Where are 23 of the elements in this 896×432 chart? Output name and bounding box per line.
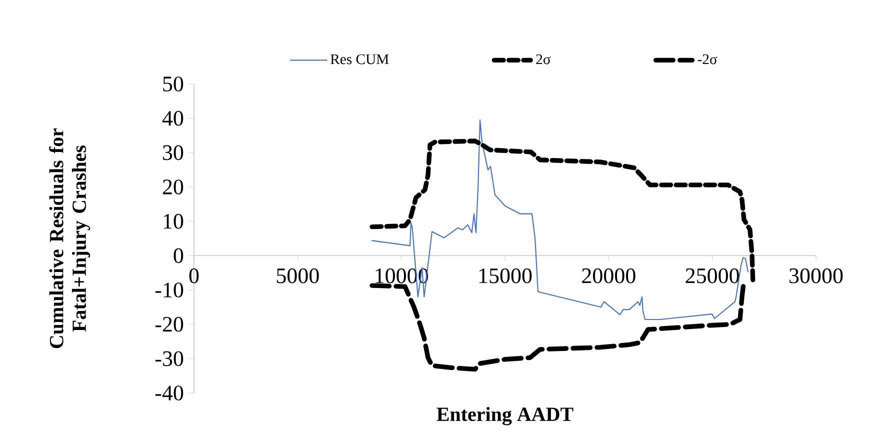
x-tick-label: 5000	[276, 268, 319, 284]
legend-label: Res CUM	[330, 54, 389, 64]
x-tick-label: 15000	[479, 268, 532, 284]
x-tick-label: 20000	[582, 268, 636, 284]
y-tick-label: -40	[155, 386, 184, 400]
x-tick-label: 30000	[790, 268, 843, 284]
y-tick-label: -20	[155, 316, 184, 332]
line-series	[370, 138, 756, 285]
x-tick-label: 25000	[686, 268, 739, 284]
y-tick-label: 10	[164, 214, 184, 229]
x-tick-label: 0	[189, 268, 199, 284]
legend-label: 2σ	[536, 54, 551, 64]
y-tick-label: 20	[162, 180, 184, 194]
legend-label: -2σ	[698, 54, 718, 64]
y-tick-label: -30	[155, 351, 184, 366]
y-tick-label: -10	[155, 282, 184, 298]
y-axis-title: Cumulative Residuals for Fatal+Injury Crashes	[49, 128, 90, 348]
y-tick-label: 0	[174, 248, 184, 264]
y-tick-label: 30	[163, 145, 184, 160]
y-tick-label: 40	[162, 110, 184, 126]
y-tick-label: 50	[163, 76, 184, 92]
x-axis-title: Entering AADT	[436, 406, 574, 426]
line-series	[371, 120, 749, 320]
